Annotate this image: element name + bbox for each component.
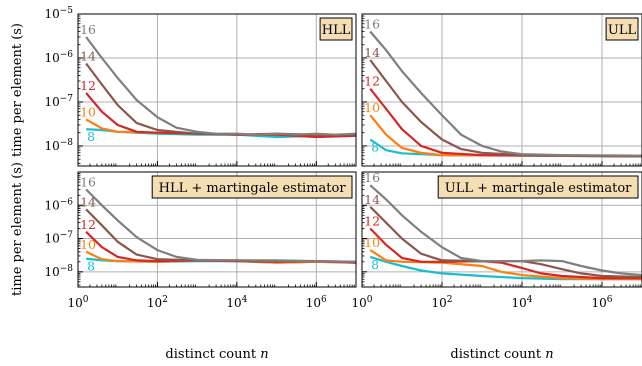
- x-axis-label: distinct count n: [450, 347, 553, 362]
- y-tick-label: 10−7: [44, 94, 73, 109]
- series-label-8: 8: [87, 259, 95, 274]
- x-tick-label: 102: [431, 295, 452, 310]
- panel-title-badge: [605, 17, 639, 41]
- series-line-16: [85, 188, 356, 263]
- series-label-16: 16: [364, 17, 380, 32]
- y-tick-label: 10−8: [44, 264, 73, 279]
- plot-frame: [361, 13, 642, 167]
- series-line-14: [85, 62, 356, 136]
- x-tick-label: 104: [511, 295, 532, 310]
- plot-frame: [77, 171, 357, 288]
- series-label-12: 12: [364, 214, 380, 229]
- panel-title: ULL + martingale estimator: [445, 181, 632, 196]
- x-tick-label: 102: [147, 295, 168, 310]
- series-label-8: 8: [371, 140, 379, 155]
- series-label-12: 12: [80, 78, 96, 93]
- series-line-14: [369, 206, 642, 279]
- series-label-12: 12: [80, 217, 96, 232]
- y-tick-label: 10−6: [44, 197, 73, 212]
- panel-1: 16 14 12 10 8 HLL 10−8 10−7 10−6 10−5: [44, 6, 357, 167]
- panel-2: 16 14 12 10 8 ULL: [361, 13, 642, 167]
- panel-title-badge: [437, 175, 639, 199]
- plot-frame: [361, 171, 642, 288]
- x-axis-label: distinct count n: [165, 347, 268, 362]
- y-axis-label: time per element (s): [10, 162, 25, 296]
- y-tick-label: 10−5: [44, 6, 73, 21]
- y-axis-label: time per element (s): [10, 23, 25, 157]
- x-tick-label: 104: [226, 295, 247, 310]
- series-label-14: 14: [364, 45, 380, 60]
- series-line-16: [369, 30, 642, 157]
- x-tick-label: 100: [67, 295, 88, 310]
- series-label-12: 12: [364, 74, 380, 89]
- series-label-10: 10: [80, 104, 96, 119]
- series-label-10: 10: [364, 100, 380, 115]
- series-label-16: 16: [364, 170, 380, 185]
- series-line-14: [369, 59, 642, 158]
- panel-title-badge: [151, 175, 353, 199]
- series-label-10: 10: [364, 235, 380, 250]
- y-tick-label: 10−8: [44, 138, 73, 153]
- series-label-14: 14: [80, 48, 96, 63]
- series-label-10: 10: [80, 237, 96, 252]
- series-line-16: [369, 184, 642, 277]
- series-line-12: [369, 88, 642, 158]
- series-label-16: 16: [80, 22, 96, 37]
- panel-3: 16 14 12 10 8 HLL + martingale estimator 10−8 1…: [44, 171, 357, 310]
- series-label-14: 14: [364, 192, 380, 207]
- panel-title: ULL: [608, 23, 637, 38]
- series-label-8: 8: [87, 129, 95, 144]
- series-label-8: 8: [371, 257, 379, 272]
- y-tick-label: 10−7: [44, 231, 73, 246]
- series-line-8: [369, 255, 642, 281]
- x-tick-label: 100: [351, 295, 372, 310]
- panel-title: HLL: [322, 23, 351, 38]
- series-line-10: [369, 249, 642, 281]
- panel-title-badge: [319, 17, 353, 41]
- x-tick-label: 106: [306, 295, 327, 310]
- series-line-12: [85, 92, 356, 139]
- series-line-14: [85, 208, 356, 263]
- y-tick-label: 10−6: [44, 50, 73, 65]
- series-line-16: [85, 36, 356, 136]
- series-label-14: 14: [80, 194, 96, 209]
- x-tick-label: 106: [591, 295, 612, 310]
- series-label-16: 16: [80, 174, 96, 189]
- panel-4: 16 14 12 10 8 ULL + martingale estimator 100 10…: [351, 170, 642, 310]
- panel-title: HLL + martingale estimator: [159, 181, 347, 196]
- plot-frame: [77, 13, 357, 167]
